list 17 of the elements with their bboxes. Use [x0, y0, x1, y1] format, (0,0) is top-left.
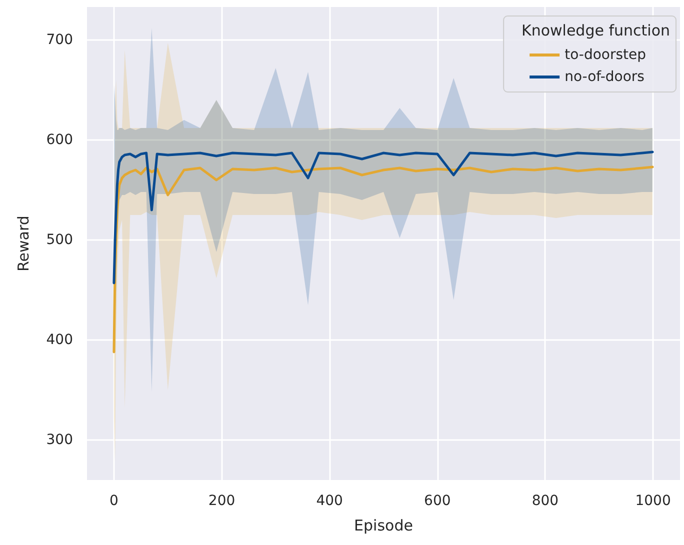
legend-title: Knowledge function	[522, 22, 670, 40]
y-tick-label: 600	[46, 132, 73, 148]
line-series	[112, 150, 654, 284]
y-axis-title: Reward	[14, 216, 32, 272]
legend-label: no-of-doors	[564, 69, 644, 85]
legend-label: to-doorstep	[564, 47, 646, 63]
y-tick-label: 500	[46, 232, 73, 248]
x-tick-label: 0	[109, 493, 118, 509]
y-tick-label: 300	[46, 432, 73, 448]
x-tick-label: 600	[424, 493, 451, 509]
x-tick-label: 800	[532, 493, 559, 509]
y-tick-label: 400	[46, 332, 73, 348]
x-tick-label: 200	[208, 493, 236, 509]
x-tick-label: 400	[316, 493, 343, 509]
x-tick-label: 1000	[635, 493, 671, 509]
y-tick-label: 700	[46, 32, 73, 48]
x-axis-title: Episode	[354, 516, 413, 534]
